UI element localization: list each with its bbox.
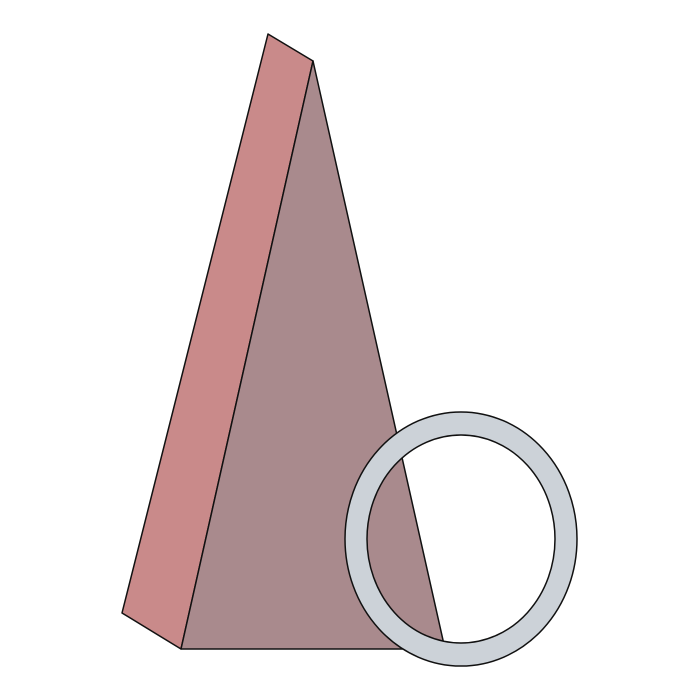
pyramid-front-face: [180, 60, 446, 650]
ring: [344, 411, 578, 667]
